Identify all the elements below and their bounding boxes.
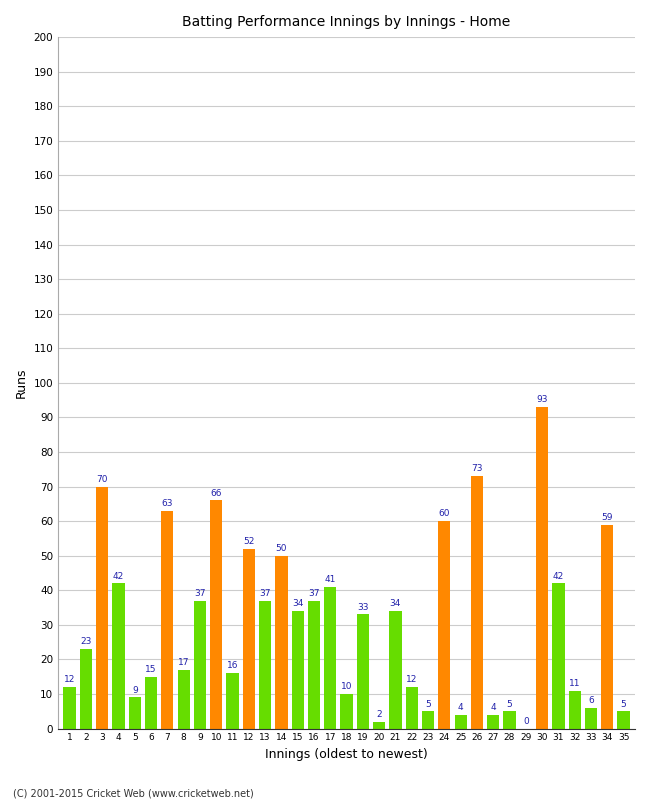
- Bar: [177, 670, 190, 729]
- Y-axis label: Runs: Runs: [15, 367, 28, 398]
- Text: 5: 5: [425, 699, 431, 709]
- Bar: [80, 649, 92, 729]
- Text: 4: 4: [458, 703, 463, 712]
- Bar: [161, 510, 174, 729]
- Text: 37: 37: [308, 589, 320, 598]
- Text: 12: 12: [406, 675, 417, 684]
- Bar: [129, 698, 141, 729]
- Text: 0: 0: [523, 717, 528, 726]
- Bar: [226, 674, 239, 729]
- Text: 59: 59: [601, 513, 613, 522]
- Text: 73: 73: [471, 465, 483, 474]
- Bar: [536, 407, 548, 729]
- Bar: [422, 711, 434, 729]
- Bar: [503, 711, 515, 729]
- Text: (C) 2001-2015 Cricket Web (www.cricketweb.net): (C) 2001-2015 Cricket Web (www.cricketwe…: [13, 788, 254, 798]
- Text: 12: 12: [64, 675, 75, 684]
- Bar: [210, 500, 222, 729]
- Text: 5: 5: [621, 699, 627, 709]
- Text: 60: 60: [439, 510, 450, 518]
- Text: 33: 33: [357, 602, 369, 612]
- Bar: [96, 486, 109, 729]
- Bar: [389, 611, 402, 729]
- Bar: [112, 583, 125, 729]
- Text: 50: 50: [276, 544, 287, 553]
- Text: 16: 16: [227, 662, 239, 670]
- Text: 93: 93: [536, 395, 548, 404]
- Bar: [585, 708, 597, 729]
- Text: 34: 34: [292, 599, 304, 608]
- Bar: [341, 694, 353, 729]
- Text: 41: 41: [324, 575, 336, 584]
- Text: 42: 42: [552, 572, 564, 581]
- Text: 34: 34: [390, 599, 401, 608]
- Bar: [324, 587, 337, 729]
- Bar: [569, 690, 581, 729]
- Bar: [276, 556, 287, 729]
- Text: 42: 42: [113, 572, 124, 581]
- Bar: [487, 714, 499, 729]
- Text: 11: 11: [569, 678, 580, 688]
- Text: 2: 2: [376, 710, 382, 719]
- Text: 9: 9: [132, 686, 138, 694]
- Text: 23: 23: [80, 638, 92, 646]
- Bar: [454, 714, 467, 729]
- Bar: [618, 711, 630, 729]
- Text: 5: 5: [506, 699, 512, 709]
- Bar: [438, 521, 450, 729]
- Bar: [471, 476, 483, 729]
- Bar: [308, 601, 320, 729]
- Text: 70: 70: [96, 475, 108, 484]
- Bar: [601, 525, 614, 729]
- Text: 10: 10: [341, 682, 352, 691]
- Text: 63: 63: [162, 499, 173, 508]
- Text: 17: 17: [178, 658, 189, 667]
- Bar: [145, 677, 157, 729]
- Bar: [373, 722, 385, 729]
- Text: 66: 66: [211, 489, 222, 498]
- Bar: [194, 601, 206, 729]
- Bar: [552, 583, 565, 729]
- Bar: [292, 611, 304, 729]
- Bar: [242, 549, 255, 729]
- Bar: [64, 687, 75, 729]
- Bar: [406, 687, 418, 729]
- Text: 37: 37: [194, 589, 205, 598]
- Title: Batting Performance Innings by Innings - Home: Batting Performance Innings by Innings -…: [183, 15, 511, 29]
- Text: 37: 37: [259, 589, 271, 598]
- Text: 6: 6: [588, 696, 594, 705]
- Text: 15: 15: [146, 665, 157, 674]
- Bar: [259, 601, 271, 729]
- Bar: [357, 614, 369, 729]
- Text: 52: 52: [243, 537, 255, 546]
- X-axis label: Innings (oldest to newest): Innings (oldest to newest): [265, 748, 428, 761]
- Text: 4: 4: [490, 703, 496, 712]
